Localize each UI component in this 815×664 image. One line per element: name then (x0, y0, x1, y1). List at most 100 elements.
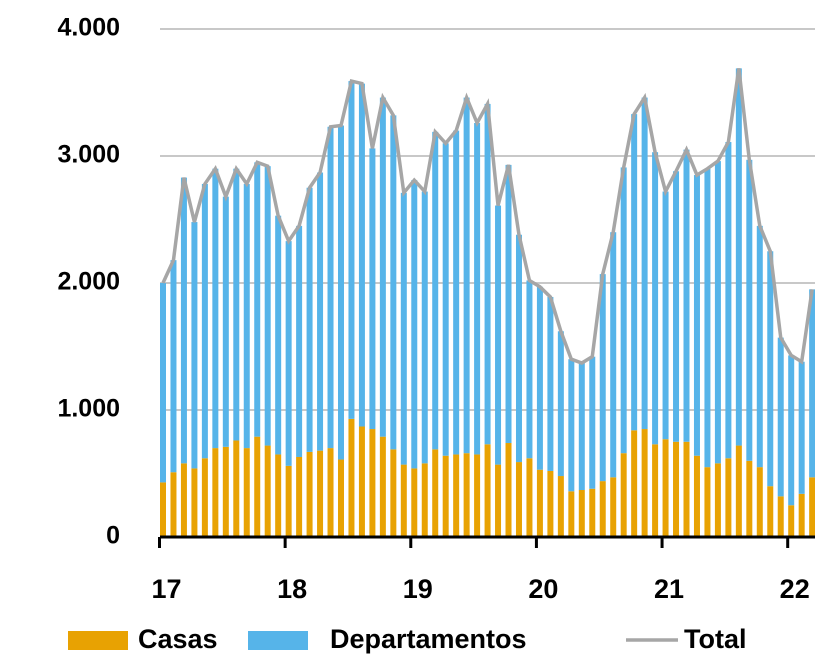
bar (233, 168, 240, 441)
bar (662, 191, 669, 440)
bar (557, 331, 564, 477)
bar (714, 161, 721, 464)
x-tick-label: 19 (403, 574, 433, 604)
bar (432, 449, 439, 537)
bar (453, 130, 460, 455)
bar (505, 164, 512, 444)
bar (296, 456, 303, 537)
bar (526, 280, 533, 459)
bar (254, 162, 261, 437)
bar (264, 445, 271, 537)
bar (327, 126, 334, 449)
legend-swatch (68, 631, 128, 650)
bar (725, 458, 732, 537)
bar (578, 490, 585, 537)
bar (547, 296, 554, 471)
bar (390, 449, 397, 537)
bar (243, 448, 250, 537)
bar (599, 481, 606, 537)
bar (275, 215, 282, 455)
bar (285, 241, 292, 466)
bar (693, 175, 700, 456)
bar (170, 260, 177, 473)
bar (421, 191, 428, 464)
bar (798, 361, 805, 494)
bar (442, 455, 449, 537)
bar (526, 458, 533, 537)
bar (337, 125, 344, 460)
bar (568, 359, 575, 492)
bar (735, 445, 742, 537)
bar (400, 192, 407, 465)
bar (610, 232, 617, 478)
bar (442, 143, 449, 456)
bar (160, 482, 166, 537)
bar (704, 168, 711, 468)
bar (296, 225, 303, 457)
bar (379, 97, 386, 437)
bar (379, 436, 386, 537)
bar (536, 286, 543, 470)
bar (673, 441, 680, 537)
bar (254, 436, 261, 537)
bar (673, 171, 680, 442)
bar (463, 453, 470, 537)
bar (589, 488, 596, 537)
bar (767, 251, 774, 487)
bar (777, 496, 784, 537)
bar (358, 83, 365, 427)
bar (809, 289, 815, 478)
bar (191, 222, 198, 469)
x-tick-label: 22 (780, 574, 810, 604)
bar (631, 430, 638, 537)
bar (589, 356, 596, 489)
bar (243, 183, 250, 449)
bar (683, 441, 690, 537)
bar (400, 464, 407, 537)
x-tick-label: 17 (151, 574, 181, 604)
x-tick-label: 20 (528, 574, 558, 604)
bar (652, 152, 659, 445)
y-tick-label: 4.000 (57, 14, 120, 42)
bar (453, 454, 460, 537)
bar (515, 234, 522, 463)
legend-label: Casas (138, 624, 218, 654)
legend-label: Total (684, 624, 747, 654)
bar (788, 355, 795, 506)
bar (547, 470, 554, 537)
bar (306, 451, 313, 537)
bar (212, 448, 219, 537)
bar (620, 167, 627, 454)
bar (358, 426, 365, 537)
bar (348, 81, 355, 419)
y-tick-label: 0 (106, 522, 120, 550)
bar (369, 148, 376, 430)
bar (160, 283, 166, 483)
bar (631, 114, 638, 431)
bar (515, 462, 522, 537)
bar (798, 493, 805, 537)
bar (285, 465, 292, 537)
bar (746, 460, 753, 537)
bar (212, 168, 219, 449)
bar (411, 468, 418, 537)
bar (693, 455, 700, 537)
bar (306, 187, 313, 452)
bar (275, 454, 282, 537)
bar (536, 469, 543, 537)
bar (662, 439, 669, 537)
bar (641, 97, 648, 430)
bar (767, 486, 774, 537)
bar (191, 468, 198, 537)
bar (652, 444, 659, 537)
bar (641, 429, 648, 537)
bar (337, 459, 344, 537)
bar (788, 505, 795, 537)
x-tick-label: 21 (654, 574, 684, 604)
bar (495, 205, 502, 465)
bar (432, 131, 439, 450)
bar (233, 440, 240, 537)
bar (474, 122, 481, 455)
bar (735, 68, 742, 446)
bar (421, 463, 428, 537)
